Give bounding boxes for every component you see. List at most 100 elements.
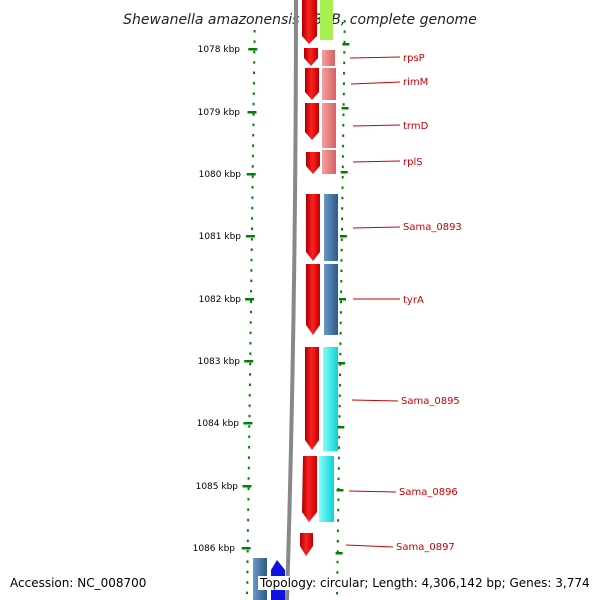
cds-arrow — [305, 68, 319, 100]
outer-dot — [337, 456, 340, 460]
ruler-dot — [247, 477, 250, 480]
ruler-dot — [248, 425, 251, 428]
feature-block — [322, 50, 335, 66]
outer-dot — [336, 540, 339, 543]
ruler-dot — [253, 30, 256, 33]
ruler-dot — [247, 456, 250, 459]
gene-label-sama-0896[interactable]: Sama_0896 — [399, 487, 458, 498]
ruler-dot — [253, 61, 256, 64]
outer-dot — [337, 508, 340, 512]
outer-dot — [341, 217, 344, 221]
cog-track — [319, 0, 338, 522]
tick-label: 1085 kbp — [196, 482, 239, 492]
gene-label-rplS[interactable]: rplS — [403, 157, 423, 168]
cds-arrow — [302, 0, 317, 44]
ruler-dot — [252, 113, 255, 116]
callout-line — [352, 124, 401, 127]
outer-dot — [342, 134, 345, 137]
major-tick — [246, 173, 256, 176]
outer-dot — [341, 196, 344, 200]
outer-dot — [340, 259, 343, 262]
tick-label: 1079 kbp — [198, 108, 241, 118]
cds-arrow — [305, 103, 319, 140]
outer-dot — [337, 467, 340, 470]
outer-dot — [342, 124, 345, 127]
ruler-dot — [251, 206, 254, 210]
ruler-dot — [253, 71, 255, 75]
gene-label-rimM[interactable]: rimM — [403, 77, 428, 88]
outer-dot — [343, 20, 346, 23]
outer-dot — [341, 176, 344, 179]
outer-dot — [340, 280, 343, 283]
callout-line — [349, 56, 401, 59]
outer-ticks — [335, 20, 350, 595]
outer-dot — [340, 300, 342, 304]
ruler-dot — [252, 102, 255, 106]
gene-label-sama-0895[interactable]: Sama_0895 — [401, 396, 460, 407]
ruler-dot — [248, 446, 251, 449]
tick-label: 1083 kbp — [198, 357, 241, 367]
callout-line — [350, 81, 401, 85]
outer-dot — [341, 228, 343, 231]
ruler-dot — [251, 217, 254, 220]
tick-label: 1082 kbp — [199, 295, 242, 305]
gene-labels: rpsP rimM trmD rplS Sama_0893 tyrA Sama_… — [396, 53, 462, 553]
ruler-dot — [251, 175, 254, 179]
ruler-dot — [248, 435, 251, 439]
outer-major-tick — [337, 426, 345, 429]
gene-label-tyrA[interactable]: tyrA — [403, 295, 424, 306]
outer-dot — [343, 30, 346, 33]
outer-dot — [338, 436, 341, 439]
feature-block — [319, 456, 334, 522]
outer-dot — [340, 248, 343, 252]
ruler-dot — [248, 394, 251, 397]
tick-labels: 1078 kbp 1079 kbp 1080 kbp 1081 kbp 1082… — [193, 45, 242, 554]
outer-dot — [338, 446, 340, 449]
tick-label: 1086 kbp — [193, 544, 236, 554]
major-tick — [245, 235, 255, 238]
outer-dot — [340, 238, 343, 241]
gene-label-rpsP[interactable]: rpsP — [403, 53, 425, 64]
ruler-dot — [249, 362, 252, 366]
accession-text: Accession: NC_008700 — [8, 576, 149, 590]
ruler-dot — [253, 50, 256, 54]
ruler-dot — [247, 487, 250, 491]
gene-label-trmD[interactable]: trmD — [403, 121, 429, 132]
ruler-dot — [248, 414, 251, 418]
outer-dot — [343, 61, 346, 65]
ruler-dot — [246, 591, 249, 595]
major-tick — [242, 485, 252, 488]
outer-dot — [341, 155, 344, 158]
outer-dot — [338, 394, 341, 397]
outer-dot — [341, 186, 344, 189]
outer-dot — [338, 415, 341, 418]
tick-label: 1080 kbp — [199, 170, 242, 180]
outer-dot — [343, 72, 345, 75]
cds-arrow — [300, 533, 313, 556]
ruler-dot — [252, 82, 255, 85]
feature-block — [324, 194, 338, 261]
outer-dot — [338, 404, 341, 408]
callout-line — [352, 226, 401, 229]
gene-label-sama-0893[interactable]: Sama_0893 — [403, 222, 462, 233]
outer-dot — [341, 207, 344, 210]
ruler-dot — [246, 570, 249, 574]
ruler-dot — [248, 404, 251, 407]
ruler-dot — [246, 529, 249, 532]
outer-dot — [339, 373, 341, 377]
callout-line — [345, 544, 394, 548]
gene-label-sama-0897[interactable]: Sama_0897 — [396, 542, 455, 553]
tick-label: 1078 kbp — [198, 45, 241, 55]
ruler-dot — [250, 258, 253, 262]
feature-block — [322, 150, 336, 174]
ruler-dot — [252, 123, 255, 127]
ruler-dot — [246, 550, 249, 553]
outer-major-tick — [339, 298, 346, 301]
callout-line — [352, 160, 401, 163]
ruler-dot — [250, 300, 252, 303]
ruler-dot — [251, 227, 253, 231]
outer-dot — [342, 82, 345, 85]
ruler-dot — [251, 186, 254, 189]
ruler-dot — [247, 508, 250, 511]
